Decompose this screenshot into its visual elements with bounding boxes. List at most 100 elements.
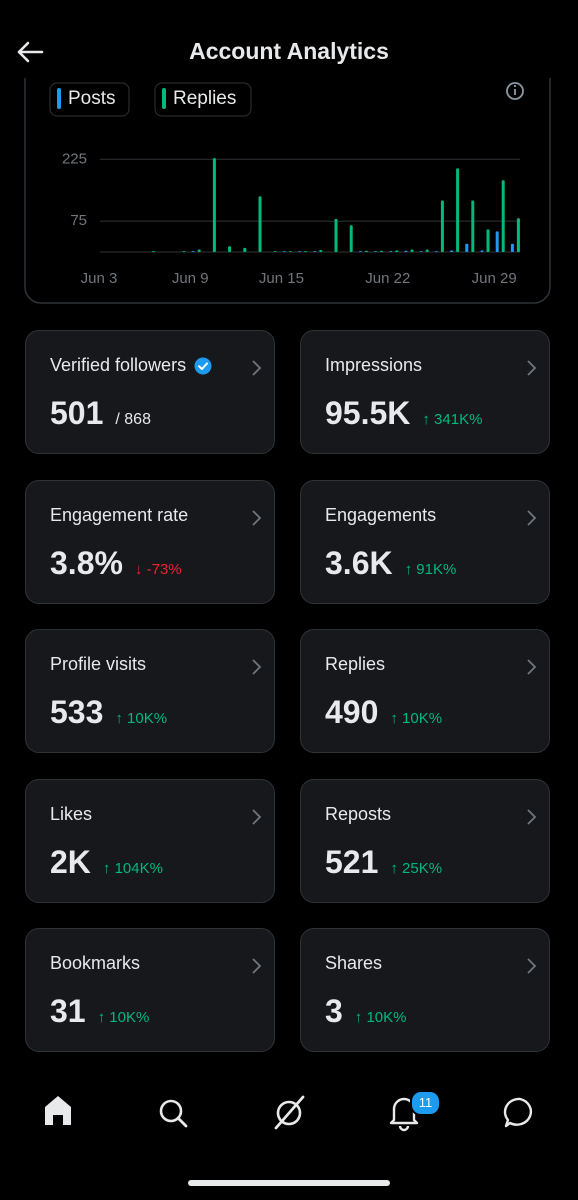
bar bbox=[273, 251, 277, 252]
metric-change: ↑ 91K% bbox=[404, 561, 457, 578]
legend-item[interactable]: Replies bbox=[154, 82, 252, 117]
metric-card[interactable]: Shares 3 ↑ 10K% bbox=[300, 928, 550, 1052]
metric-label-text: Engagement rate bbox=[50, 505, 189, 525]
metric-change: ↑ 25K% bbox=[390, 860, 443, 877]
home-icon[interactable] bbox=[45, 1096, 71, 1125]
metric-change: ↑ 10K% bbox=[354, 1009, 407, 1026]
notifications-icon[interactable] bbox=[389, 1097, 419, 1132]
bar bbox=[425, 249, 429, 252]
bar bbox=[510, 243, 514, 252]
metric-row: 2K ↑ 104K% bbox=[50, 844, 163, 881]
notification-badge: 11 bbox=[410, 1090, 441, 1116]
search-icon[interactable] bbox=[159, 1099, 188, 1128]
metric-card[interactable]: Bookmarks 31 ↑ 10K% bbox=[25, 928, 275, 1052]
metric-change: ↑ 10K% bbox=[97, 1009, 150, 1026]
metric-card[interactable]: Engagement rate 3.8% ↓ -73% bbox=[25, 480, 275, 604]
legend-label: Posts bbox=[68, 88, 116, 109]
bar bbox=[440, 200, 444, 252]
metric-row: 501 / 868 bbox=[50, 395, 151, 432]
bar bbox=[228, 246, 232, 252]
metric-label: Impressions bbox=[325, 355, 422, 376]
x-tick-label: Jun 3 bbox=[81, 270, 118, 287]
bar bbox=[349, 225, 353, 252]
chevron bbox=[527, 510, 537, 526]
bar bbox=[258, 196, 262, 252]
metric-change: ↓ -73% bbox=[134, 561, 182, 578]
metric-change: ↑ 341K% bbox=[422, 411, 483, 428]
bar bbox=[191, 251, 195, 252]
bar bbox=[410, 249, 414, 252]
metric-label-text: Shares bbox=[325, 953, 383, 973]
metric-value: 490 bbox=[325, 694, 379, 730]
bar bbox=[404, 250, 408, 252]
bar bbox=[364, 250, 368, 252]
chevron bbox=[252, 360, 262, 376]
chevron bbox=[252, 809, 262, 825]
metric-row: 521 ↑ 25K% bbox=[325, 844, 442, 881]
x-tick-label: Jun 22 bbox=[365, 270, 410, 287]
bar bbox=[243, 247, 247, 252]
bar bbox=[495, 231, 499, 252]
bar bbox=[450, 250, 454, 252]
bar bbox=[380, 250, 384, 252]
metric-card[interactable]: Profile visits 533 ↑ 10K% bbox=[25, 629, 275, 753]
legend-label: Replies bbox=[173, 88, 236, 109]
bar bbox=[212, 158, 216, 252]
y-tick-label: 225 bbox=[62, 150, 87, 167]
metric-row: 31 ↑ 10K% bbox=[50, 993, 149, 1030]
bar bbox=[358, 251, 362, 252]
x-tick-label: Jun 29 bbox=[472, 270, 517, 287]
legend-item[interactable]: Posts bbox=[49, 82, 130, 117]
messages-icon[interactable] bbox=[503, 1097, 533, 1128]
metric-card[interactable]: Impressions 95.5K ↑ 341K% bbox=[300, 330, 550, 454]
metric-label-text: Replies bbox=[325, 654, 386, 674]
metric-card[interactable]: Likes 2K ↑ 104K% bbox=[25, 779, 275, 903]
metric-row: 3 ↑ 10K% bbox=[325, 993, 407, 1030]
legend-swatch bbox=[162, 88, 166, 109]
grok-icon[interactable] bbox=[274, 1095, 305, 1130]
bar bbox=[456, 168, 460, 252]
metric-card[interactable]: Reposts 521 ↑ 25K% bbox=[300, 779, 550, 903]
chevron bbox=[527, 809, 537, 825]
bar bbox=[319, 249, 323, 252]
metric-row: 3.8% ↓ -73% bbox=[50, 545, 182, 582]
metric-label-text: Likes bbox=[50, 804, 93, 824]
info-icon[interactable] bbox=[506, 82, 524, 100]
chevron bbox=[527, 659, 537, 675]
bar bbox=[501, 180, 505, 252]
chart-panel bbox=[24, 39, 551, 304]
metric-value: 533 bbox=[50, 694, 104, 730]
bar bbox=[516, 218, 520, 252]
verified-badge bbox=[194, 357, 212, 374]
header: Account Analytics bbox=[0, 0, 578, 78]
metric-value: 31 bbox=[50, 993, 86, 1029]
page-title: Account Analytics bbox=[189, 38, 389, 64]
metric-label-text: Reposts bbox=[325, 804, 392, 824]
metric-card[interactable]: Replies 490 ↑ 10K% bbox=[300, 629, 550, 753]
bar bbox=[486, 229, 490, 252]
metric-row: 95.5K ↑ 341K% bbox=[325, 395, 482, 432]
metric-label-text: Bookmarks bbox=[50, 953, 141, 973]
metric-label: Engagements bbox=[325, 505, 436, 526]
metric-value: 501 bbox=[50, 395, 104, 431]
metric-change: ↑ 104K% bbox=[102, 860, 163, 877]
legend-swatch bbox=[57, 88, 61, 109]
metric-value: 521 bbox=[325, 844, 379, 880]
chart: 75 225 Jun 3 Jun 9 Jun 15 Jun 22 Jun 29 Posts Re… bbox=[24, 39, 551, 304]
y-tick-label: 75 bbox=[70, 212, 87, 229]
x-tick-label: Jun 9 bbox=[172, 270, 209, 287]
metric-label: Engagement rate bbox=[50, 505, 188, 526]
bar bbox=[334, 219, 338, 252]
back-button[interactable] bbox=[16, 40, 44, 64]
metric-label: Profile visits bbox=[50, 654, 146, 675]
metric-label: Verified followers bbox=[50, 355, 212, 376]
metric-value: 95.5K bbox=[325, 395, 411, 431]
metric-total: / 868 bbox=[115, 411, 151, 428]
metric-row: 490 ↑ 10K% bbox=[325, 694, 442, 731]
metric-change: ↑ 10K% bbox=[390, 710, 443, 727]
bar bbox=[395, 250, 399, 252]
metric-card[interactable]: Verified followers 501 / 868 bbox=[25, 330, 275, 454]
bar bbox=[419, 251, 423, 252]
metric-card[interactable]: Engagements 3.6K ↑ 91K% bbox=[300, 480, 550, 604]
bar bbox=[298, 251, 302, 252]
